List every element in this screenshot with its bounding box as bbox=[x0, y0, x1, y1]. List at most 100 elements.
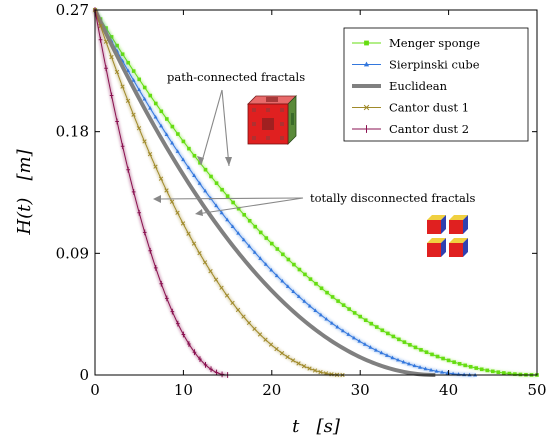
data-point bbox=[253, 224, 258, 229]
legend-entry: Cantor dust 1 bbox=[352, 101, 469, 115]
data-point bbox=[268, 342, 274, 347]
data-point bbox=[408, 343, 412, 347]
data-point bbox=[115, 118, 119, 125]
data-point bbox=[441, 356, 445, 361]
data-point bbox=[109, 92, 114, 99]
data-point bbox=[373, 348, 378, 352]
data-point bbox=[379, 350, 384, 355]
data-point bbox=[198, 160, 202, 165]
data-point bbox=[263, 337, 268, 342]
data-point bbox=[258, 230, 263, 235]
ticks-layer: 0 10 20 30 40 50 0 0.09 0.18 0.27 bbox=[56, 1, 547, 399]
legend: Menger sponge Sierpinski cube Euclidean Can… bbox=[343, 27, 529, 142]
data-point bbox=[336, 299, 340, 303]
data-point bbox=[103, 39, 109, 44]
data-point bbox=[380, 328, 385, 333]
x-tick-label: 20 bbox=[262, 381, 281, 399]
x-tick-label: 40 bbox=[439, 381, 458, 399]
series-layer bbox=[92, 7, 539, 378]
data-point bbox=[148, 105, 153, 110]
data-point bbox=[187, 146, 191, 151]
data-point bbox=[114, 69, 120, 75]
data-point bbox=[142, 139, 147, 144]
data-point bbox=[164, 132, 169, 137]
annotation-totally-disconnected-arrow-2 bbox=[196, 197, 304, 215]
series-euclidean bbox=[93, 9, 436, 377]
data-point bbox=[391, 334, 396, 339]
data-point bbox=[153, 265, 158, 271]
data-point bbox=[364, 125, 369, 133]
y-tick-label: 0.27 bbox=[56, 1, 89, 19]
data-point bbox=[137, 77, 141, 82]
data-point bbox=[390, 355, 395, 360]
data-point bbox=[362, 342, 367, 346]
data-point bbox=[126, 60, 130, 65]
annotation-totally-disconnected-text: totally disconnected fractals bbox=[310, 191, 476, 205]
data-point bbox=[247, 218, 252, 223]
data-point bbox=[307, 366, 312, 371]
data-point bbox=[430, 352, 434, 357]
annotation-totally-disconnected-arrow-1 bbox=[154, 197, 304, 200]
data-point bbox=[165, 117, 169, 121]
data-point bbox=[175, 210, 180, 215]
data-point bbox=[407, 361, 411, 366]
data-point bbox=[369, 321, 374, 326]
data-point bbox=[329, 321, 334, 325]
data-point bbox=[209, 174, 213, 179]
data-point bbox=[181, 331, 186, 338]
y-tick-label: 0 bbox=[79, 366, 89, 384]
data-point bbox=[303, 272, 307, 277]
data-point bbox=[120, 143, 125, 150]
data-point bbox=[153, 114, 158, 119]
data-point bbox=[363, 318, 368, 322]
data-point bbox=[203, 188, 208, 193]
data-point bbox=[491, 369, 495, 374]
data-point bbox=[468, 364, 473, 369]
annotation-path-connected-arrow-2 bbox=[221, 89, 230, 167]
data-point bbox=[318, 369, 323, 375]
data-point bbox=[169, 199, 175, 204]
data-point bbox=[242, 212, 246, 217]
data-point bbox=[164, 188, 169, 193]
data-point bbox=[274, 346, 279, 352]
data-point bbox=[136, 126, 142, 131]
data-point bbox=[246, 320, 252, 326]
series-line bbox=[93, 9, 436, 377]
legend-label: Cantor dust 1 bbox=[389, 101, 469, 115]
data-point bbox=[187, 341, 191, 347]
x-tick-label: 0 bbox=[90, 381, 100, 399]
data-point bbox=[192, 349, 197, 356]
data-point bbox=[224, 293, 230, 298]
data-point bbox=[197, 181, 202, 185]
data-point bbox=[165, 295, 169, 302]
data-point bbox=[203, 167, 208, 172]
data-point bbox=[142, 229, 147, 236]
data-point bbox=[180, 221, 186, 226]
data-point bbox=[446, 358, 451, 363]
data-point bbox=[98, 36, 103, 43]
data-point bbox=[225, 217, 230, 222]
data-point bbox=[159, 280, 164, 287]
data-point bbox=[452, 360, 456, 364]
data-point bbox=[429, 367, 434, 372]
series-line bbox=[94, 9, 343, 376]
data-point bbox=[252, 250, 257, 254]
data-point bbox=[186, 165, 191, 170]
data-point bbox=[279, 351, 285, 356]
data-point bbox=[181, 139, 186, 144]
data-point bbox=[319, 286, 324, 291]
data-point bbox=[297, 267, 302, 272]
data-point bbox=[290, 358, 296, 363]
data-point bbox=[115, 43, 119, 48]
data-point bbox=[340, 328, 345, 333]
data-point bbox=[301, 364, 307, 369]
data-point bbox=[496, 370, 501, 375]
legend-label: Menger sponge bbox=[389, 36, 480, 50]
data-point bbox=[220, 187, 224, 192]
data-point bbox=[358, 314, 362, 319]
annotation-totally-disconnected: totally disconnected fractals bbox=[153, 191, 476, 216]
data-point bbox=[424, 350, 429, 354]
legend-label: Euclidean bbox=[389, 79, 448, 93]
data-point bbox=[263, 262, 268, 266]
